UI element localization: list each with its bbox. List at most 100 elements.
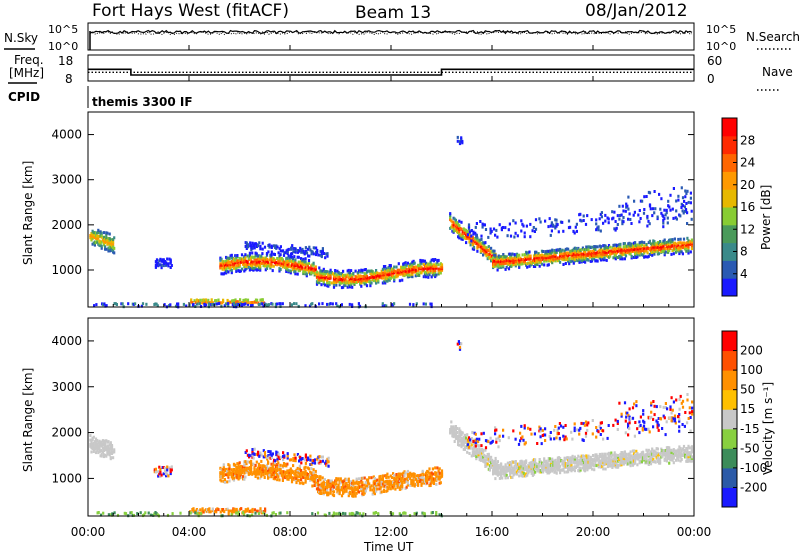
radar-echo-cell (675, 209, 677, 212)
radar-echo-cell (597, 430, 599, 433)
radar-echo-cell (308, 259, 310, 262)
radar-echo-cell (669, 209, 671, 212)
radar-echo-cell (652, 207, 654, 210)
radar-echo-cell (583, 439, 585, 442)
radar-echo-cell (675, 200, 677, 203)
radar-echo-cell (583, 219, 585, 222)
radar-echo-cell (528, 251, 530, 254)
radar-echo-cell (259, 245, 261, 248)
radar-echo-cell (253, 457, 255, 460)
radar-echo-cell (276, 478, 278, 481)
radar-echo-cell (462, 432, 464, 435)
radar-echo-cell (649, 203, 651, 206)
radar-echo-cell (322, 476, 324, 479)
radar-echo-cell (572, 455, 574, 458)
radar-echo-cell (254, 508, 256, 511)
radar-echo-cell (646, 225, 648, 228)
radar-echo-cell (314, 458, 316, 461)
radar-echo-cell (333, 490, 335, 493)
radar-echo-cell (407, 470, 409, 473)
radar-echo-cell (646, 195, 648, 198)
radar-echo-cell (390, 487, 392, 490)
radar-echo-cell (248, 266, 250, 269)
radar-echo-cell (382, 474, 384, 477)
radar-echo-cell (566, 437, 568, 440)
radar-echo-cell (508, 267, 510, 270)
radar-echo-cell (551, 458, 553, 461)
radar-echo-cell (311, 302, 313, 305)
radar-echo-cell (559, 437, 561, 440)
radar-echo-cell (223, 463, 225, 466)
radar-echo-cell (308, 262, 310, 265)
radar-echo-cell (653, 253, 655, 256)
radar-echo-cell (251, 448, 253, 451)
radar-echo-cell (691, 247, 693, 250)
radar-echo-cell (107, 440, 109, 443)
beam-label: Beam 13 (355, 3, 431, 23)
radar-echo-cell (524, 232, 526, 235)
radar-echo-cell (543, 263, 545, 266)
radar-echo-cell (549, 217, 551, 220)
radar-echo-cell (522, 439, 524, 442)
radar-echo-cell (134, 302, 136, 305)
radar-echo-cell (492, 440, 494, 443)
radar-echo-cell (517, 234, 519, 237)
radar-echo-cell (241, 303, 243, 306)
radar-echo-cell (496, 236, 498, 239)
radar-echo-cell (686, 190, 688, 193)
radar-echo-cell (169, 303, 171, 306)
radar-echo-cell (683, 200, 685, 203)
radar-echo-cell (414, 473, 416, 476)
radar-echo-cell (684, 205, 686, 208)
radar-echo-cell (389, 273, 391, 276)
radar-echo-cell (293, 255, 295, 258)
radar-echo-cell (508, 436, 510, 439)
radar-echo-cell (484, 223, 486, 226)
radar-echo-cell (690, 201, 692, 204)
radar-echo-cell (595, 436, 597, 439)
radar-echo-cell (266, 258, 268, 261)
cpid-label: CPID (8, 90, 40, 104)
radar-echo-cell (594, 245, 596, 248)
radar-echo-cell (242, 475, 244, 478)
radar-echo-cell (574, 456, 576, 459)
radar-echo-cell (576, 230, 578, 233)
radar-echo-cell (530, 257, 532, 260)
radar-echo-cell (428, 467, 430, 470)
radar-echo-cell (499, 466, 501, 469)
radar-echo-cell (469, 438, 471, 441)
radar-echo-cell (401, 279, 403, 282)
radar-echo-cell (293, 453, 295, 456)
radar-echo-cell (691, 445, 693, 448)
radar-echo-cell (306, 251, 308, 254)
radar-echo-cell (593, 464, 595, 467)
radar-echo-cell (617, 428, 619, 431)
radar-echo-cell (628, 427, 630, 430)
radar-echo-cell (341, 303, 343, 306)
radar-echo-cell (541, 442, 543, 445)
radar-echo-cell (666, 460, 668, 463)
radar-echo-cell (507, 234, 509, 237)
radar-echo-cell (368, 476, 370, 479)
radar-echo-cell (300, 461, 302, 464)
radar-echo-cell (490, 437, 492, 440)
noise-panel: N.Sky 10^5 10^0 10^5 10^0 N.Search (4, 23, 800, 53)
radar-echo-cell (110, 441, 112, 444)
radar-echo-cell (542, 429, 544, 432)
radar-echo-cell (280, 464, 282, 467)
radar-echo-cell (525, 459, 527, 462)
radar-echo-cell (606, 259, 608, 262)
radar-echo-cell (664, 239, 666, 242)
radar-echo-cell (494, 254, 496, 257)
radar-echo-cell (649, 430, 651, 433)
frequency-traces (88, 69, 694, 75)
radar-echo-cell (667, 221, 669, 224)
radar-echo-cell (219, 471, 221, 474)
radar-echo-cell (335, 284, 337, 287)
radar-echo-cell (594, 248, 596, 251)
radar-echo-cell (540, 427, 542, 430)
radar-echo-cell (608, 424, 610, 427)
radar-echo-cell (228, 257, 230, 260)
radar-echo-cell (235, 264, 237, 267)
